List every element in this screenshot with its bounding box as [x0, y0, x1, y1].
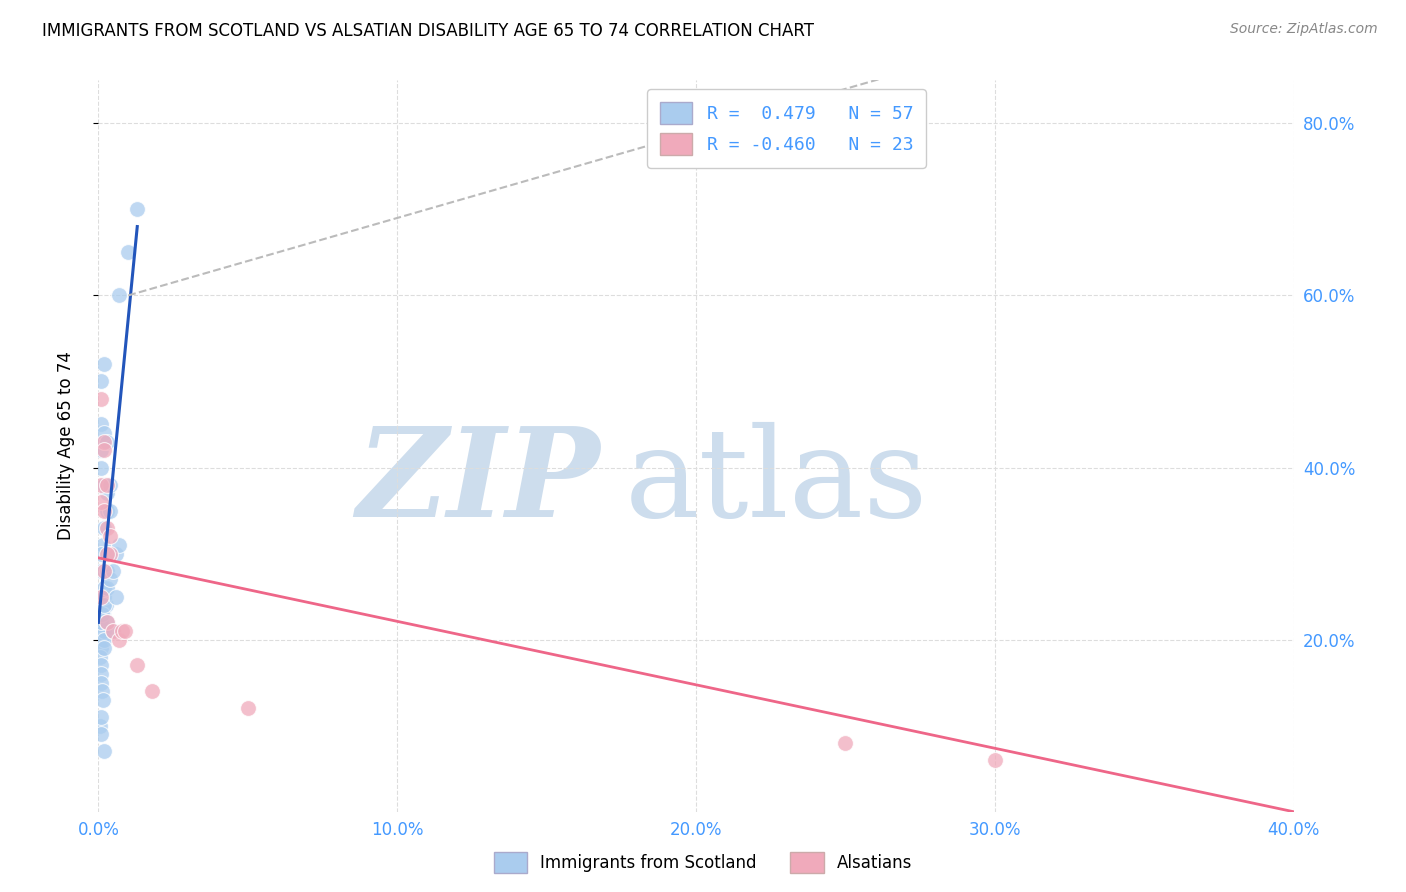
Y-axis label: Disability Age 65 to 74: Disability Age 65 to 74	[56, 351, 75, 541]
Immigrants from Scotland	[90, 564, 112, 578]
Immigrants from Scotland	[90, 375, 112, 389]
Alsatians	[236, 701, 259, 715]
Alsatians	[93, 434, 115, 449]
Immigrants from Scotland	[96, 615, 118, 630]
Immigrants from Scotland	[103, 624, 125, 638]
Immigrants from Scotland	[90, 460, 112, 475]
Immigrants from Scotland	[90, 590, 112, 604]
Immigrants from Scotland	[96, 434, 118, 449]
Immigrants from Scotland	[96, 503, 118, 517]
Immigrants from Scotland	[90, 658, 112, 673]
Immigrants from Scotland	[98, 503, 122, 517]
Immigrants from Scotland	[98, 573, 122, 587]
Immigrants from Scotland	[90, 667, 112, 681]
Alsatians	[90, 590, 112, 604]
Alsatians	[93, 564, 115, 578]
Immigrants from Scotland	[90, 727, 112, 741]
Immigrants from Scotland	[90, 624, 112, 638]
Alsatians	[114, 624, 136, 638]
Immigrants from Scotland	[90, 632, 112, 647]
Immigrants from Scotland	[91, 684, 114, 698]
Immigrants from Scotland	[90, 641, 112, 656]
Immigrants from Scotland	[89, 649, 111, 664]
Legend: R =  0.479   N = 57, R = -0.460   N = 23: R = 0.479 N = 57, R = -0.460 N = 23	[647, 89, 927, 168]
Immigrants from Scotland	[91, 607, 114, 621]
Immigrants from Scotland	[93, 581, 115, 595]
Text: Source: ZipAtlas.com: Source: ZipAtlas.com	[1230, 22, 1378, 37]
Immigrants from Scotland	[103, 564, 125, 578]
Immigrants from Scotland	[90, 615, 112, 630]
Immigrants from Scotland	[98, 477, 122, 491]
Alsatians	[98, 529, 122, 543]
Immigrants from Scotland	[93, 744, 115, 758]
Alsatians	[111, 624, 134, 638]
Immigrants from Scotland	[117, 245, 139, 260]
Immigrants from Scotland	[93, 477, 115, 491]
Immigrants from Scotland	[90, 607, 112, 621]
Immigrants from Scotland	[90, 675, 112, 690]
Immigrants from Scotland	[91, 538, 114, 552]
Immigrants from Scotland	[96, 564, 118, 578]
Immigrants from Scotland	[93, 598, 115, 612]
Alsatians	[834, 736, 856, 750]
Immigrants from Scotland	[108, 288, 131, 302]
Immigrants from Scotland	[96, 581, 118, 595]
Alsatians	[984, 753, 1007, 767]
Immigrants from Scotland	[90, 547, 112, 561]
Legend: Immigrants from Scotland, Alsatians: Immigrants from Scotland, Alsatians	[486, 846, 920, 880]
Text: atlas: atlas	[624, 422, 928, 543]
Immigrants from Scotland	[93, 632, 115, 647]
Alsatians	[90, 392, 112, 406]
Alsatians	[108, 632, 131, 647]
Immigrants from Scotland	[91, 607, 114, 621]
Immigrants from Scotland	[89, 719, 111, 733]
Immigrants from Scotland	[105, 547, 128, 561]
Alsatians	[90, 477, 112, 491]
Immigrants from Scotland	[89, 615, 111, 630]
Alsatians	[98, 547, 122, 561]
Immigrants from Scotland	[93, 426, 115, 441]
Alsatians	[103, 624, 125, 638]
Immigrants from Scotland	[93, 434, 115, 449]
Alsatians	[127, 658, 149, 673]
Alsatians	[93, 443, 115, 458]
Text: ZIP: ZIP	[357, 422, 600, 543]
Immigrants from Scotland	[108, 538, 131, 552]
Alsatians	[93, 503, 115, 517]
Alsatians	[96, 477, 118, 491]
Alsatians	[141, 684, 163, 698]
Immigrants from Scotland	[90, 417, 112, 432]
Immigrants from Scotland	[90, 710, 112, 724]
Immigrants from Scotland	[93, 624, 115, 638]
Alsatians	[96, 547, 118, 561]
Alsatians	[90, 495, 112, 509]
Immigrants from Scotland	[93, 521, 115, 535]
Immigrants from Scotland	[90, 443, 112, 458]
Alsatians	[96, 521, 118, 535]
Immigrants from Scotland	[93, 641, 115, 656]
Immigrants from Scotland	[93, 598, 115, 612]
Alsatians	[96, 615, 118, 630]
Immigrants from Scotland	[93, 590, 115, 604]
Immigrants from Scotland	[105, 590, 128, 604]
Immigrants from Scotland	[96, 486, 118, 500]
Text: IMMIGRANTS FROM SCOTLAND VS ALSATIAN DISABILITY AGE 65 TO 74 CORRELATION CHART: IMMIGRANTS FROM SCOTLAND VS ALSATIAN DIS…	[42, 22, 814, 40]
Immigrants from Scotland	[90, 615, 112, 630]
Immigrants from Scotland	[127, 202, 149, 217]
Immigrants from Scotland	[91, 693, 114, 707]
Immigrants from Scotland	[94, 598, 117, 612]
Immigrants from Scotland	[93, 357, 115, 371]
